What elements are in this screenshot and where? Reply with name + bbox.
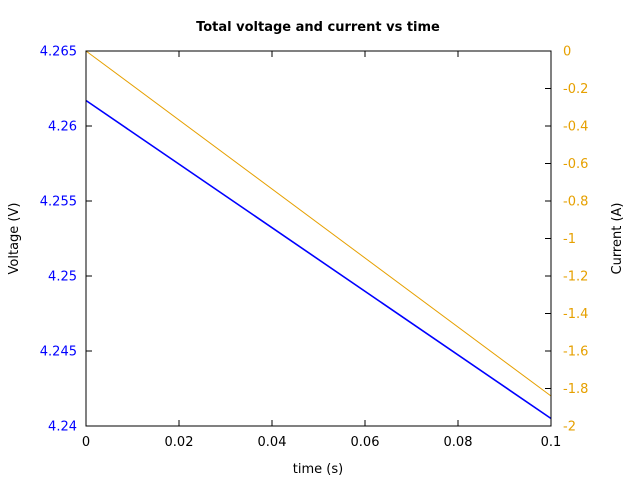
x-tick-label: 0.02 [165,435,194,450]
right-axis-ticks: -2 -1.8 -1.6 -1.4 -1.2 -1 -0.8 -0.6 -0.4 -0.2 0 [545,45,588,435]
left-tick-label: 4.25 [48,270,77,285]
left-axis-ticks: 4.24 4.245 4.25 4.255 4.26 4.265 [40,45,92,435]
series-layer [85,50,552,420]
right-tick-label: -2 [563,420,576,435]
right-tick-label: -1 [563,232,576,247]
x-axis-label: time (s) [293,462,343,477]
right-tick-label: -0.4 [563,120,588,135]
x-tick-label: 0.06 [351,435,380,450]
left-tick-label: 4.26 [48,120,77,135]
right-axis-label: Current (A) [610,203,625,275]
plot-frame [85,50,552,427]
right-tick-label: 0 [563,45,571,60]
left-tick-label: 4.255 [40,195,77,210]
right-tick-label: -0.8 [563,195,588,210]
left-axis-label: Voltage (V) [7,203,22,275]
x-tick-label: 0.04 [258,435,287,450]
right-tick-label: -1.4 [563,307,588,322]
current-series-line [85,50,552,397]
left-tick-label: 4.24 [48,420,77,435]
right-tick-label: -1.2 [563,270,588,285]
chart-title: Total voltage and current vs time [196,20,440,35]
right-tick-label: -1.8 [563,382,588,397]
right-tick-label: -1.6 [563,345,588,360]
left-tick-label: 4.265 [40,45,77,60]
x-tick-label: 0.1 [541,435,562,450]
x-axis-ticks: 0 0.02 0.04 0.06 0.08 0.1 [82,51,561,450]
x-tick-label: 0.08 [444,435,473,450]
x-tick-label: 0 [82,435,90,450]
right-tick-label: -0.2 [563,82,588,97]
voltage-series-line [85,99,552,420]
left-tick-label: 4.245 [40,345,77,360]
right-tick-label: -0.6 [563,157,588,172]
